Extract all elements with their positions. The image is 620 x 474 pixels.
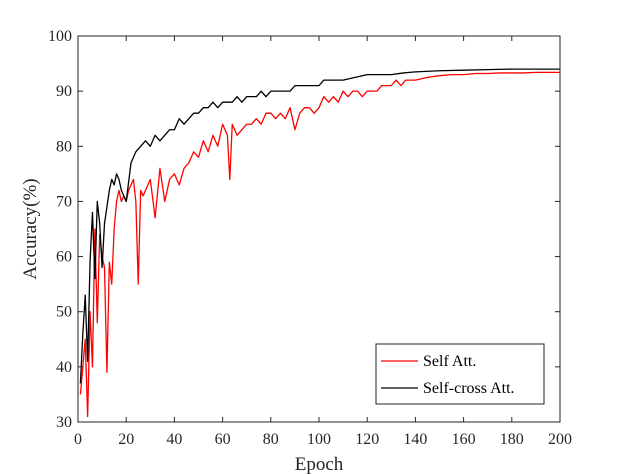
legend: Self Att. Self-cross Att. <box>375 343 545 405</box>
y-tick-label: 30 <box>56 414 72 431</box>
series-line-self-cross-att <box>79 68 560 384</box>
x-tick-label: 160 <box>452 431 476 448</box>
legend-label-self-att: Self Att. <box>423 353 476 370</box>
series-layer <box>79 68 560 418</box>
legend-box <box>375 343 545 405</box>
x-axis-title: Epoch <box>295 454 344 474</box>
y-tick-label: 40 <box>56 359 72 376</box>
x-tick-label: 0 <box>74 431 82 448</box>
y-tick-label: 80 <box>56 138 72 155</box>
x-tick-label: 100 <box>307 431 331 448</box>
y-axis-title: Accuracy(%) <box>20 178 41 279</box>
y-tick-label: 100 <box>48 28 72 45</box>
x-tick-label: 140 <box>403 431 427 448</box>
axes-layer: 0 20 40 60 80 100 120 140 160 180 200 30 40 50 60 70 80 9… <box>20 28 572 474</box>
y-tick-label: 70 <box>56 193 72 210</box>
x-tick-label: 120 <box>355 431 379 448</box>
series-line-self-att <box>79 71 560 418</box>
y-tick-label: 50 <box>56 304 72 321</box>
y-tick-label: 90 <box>56 83 72 100</box>
x-tick-label: 20 <box>118 431 134 448</box>
x-tick-label: 40 <box>166 431 182 448</box>
x-tick-label: 80 <box>263 431 279 448</box>
x-tick-label: 60 <box>215 431 231 448</box>
x-tick-label: 180 <box>500 431 524 448</box>
y-tick-label: 60 <box>56 249 72 266</box>
legend-label-self-cross-att: Self-cross Att. <box>423 380 515 397</box>
x-tick-label: 200 <box>548 431 572 448</box>
